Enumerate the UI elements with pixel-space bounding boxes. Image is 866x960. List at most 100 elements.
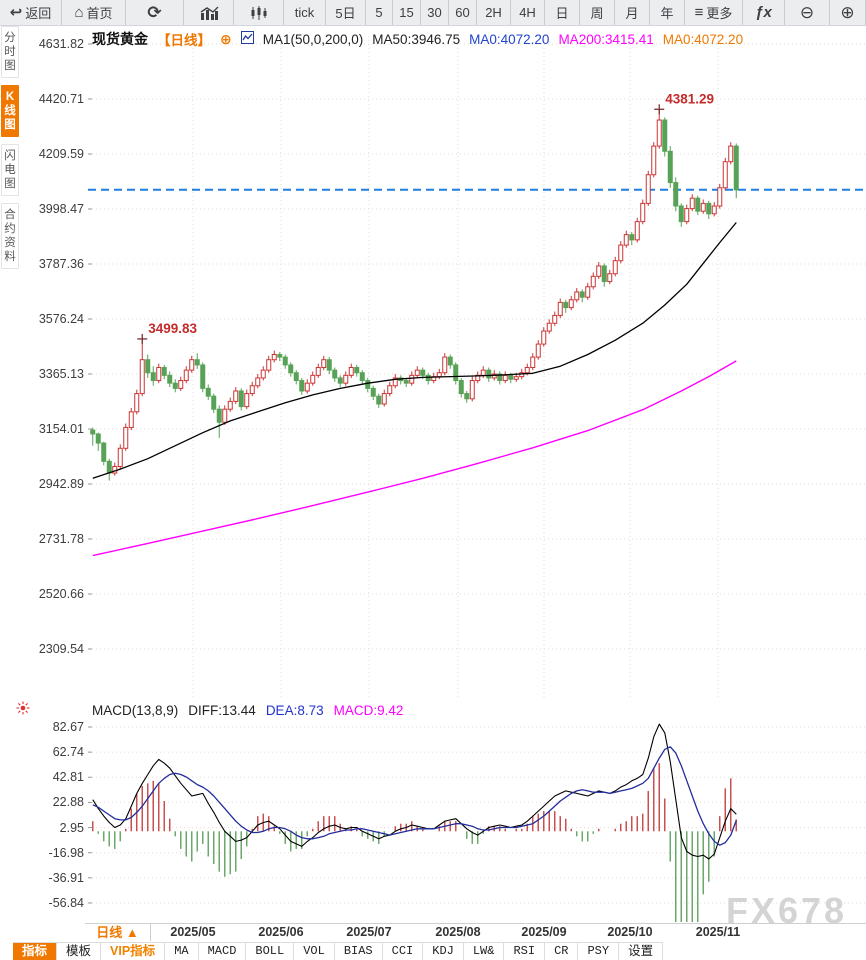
- tab-lwr[interactable]: LW&: [464, 943, 505, 960]
- tab-settings[interactable]: 设置: [619, 943, 664, 960]
- macd-axis-label: 62.74: [52, 745, 84, 760]
- price-axis-label: 3365.13: [38, 367, 84, 381]
- macd-macd-value: MACD:9.42: [333, 703, 404, 718]
- candlestick-chart[interactable]: 3499.83 4381.29: [88, 26, 866, 700]
- macd-axis-label: 2.95: [59, 820, 84, 835]
- sidebar-item-contract-info[interactable]: 合约资料: [1, 203, 19, 269]
- tab-vip-indicator[interactable]: VIP指标: [101, 943, 166, 960]
- period-selector[interactable]: 日线 ▲: [85, 923, 151, 941]
- toolbar-button-5day[interactable]: 5日: [326, 0, 366, 25]
- macd-axis-label: -16.98: [48, 845, 84, 860]
- toolbar-button-home[interactable]: ⌂ 首页: [62, 0, 126, 25]
- indicator-tab-bar: 指标 模板 VIP指标 MA MACD BOLL VOL BIAS CCI KDJ LW& RSI CR…: [13, 942, 664, 960]
- macd-axis-label: 42.81: [52, 770, 84, 785]
- macd-axis-label: -56.84: [48, 895, 84, 910]
- tab-vol[interactable]: VOL: [294, 943, 335, 960]
- toolbar-label-home: 首页: [86, 6, 113, 21]
- tab-cr[interactable]: CR: [545, 943, 579, 960]
- ma0-blue-value: MA0:4072.20: [469, 31, 550, 47]
- toolbar-button-year[interactable]: 年: [650, 0, 685, 25]
- tab-cci[interactable]: CCI: [383, 943, 424, 960]
- toolbar-button-more[interactable]: ≡ 更多: [685, 0, 743, 25]
- month-label: 2025/06: [258, 925, 304, 939]
- toolbar-label-week: 周: [590, 6, 604, 21]
- tab-indicator[interactable]: 指标: [13, 943, 58, 960]
- price-axis-label: 2942.89: [38, 477, 84, 491]
- macd-axis-label: -36.91: [48, 870, 84, 885]
- price-axis-label: 2520.66: [38, 587, 84, 601]
- toolbar-label-year: 年: [660, 6, 674, 21]
- sidebar-item-time-share-chart[interactable]: 分时图: [1, 26, 19, 78]
- toolbar-label-5day: 5日: [335, 6, 356, 21]
- toolbar-button-formula[interactable]: ƒx: [743, 0, 785, 25]
- toolbar-button-day[interactable]: 日: [545, 0, 580, 25]
- macd-header: MACD(13,8,9) DIFF:13.44 DEA:8.73 MACD:9.…: [92, 703, 403, 718]
- macd-dea-value: DEA:8.73: [265, 703, 324, 718]
- price-axis-label: 3154.01: [38, 422, 84, 436]
- add-indicator-icon[interactable]: ⊕: [220, 30, 232, 47]
- toolbar-label-more: 更多: [706, 6, 733, 21]
- macd-chart[interactable]: [88, 700, 866, 922]
- toolbar-label-tick: tick: [294, 5, 315, 20]
- month-label: 2025/08: [435, 925, 481, 939]
- toolbar-label-60min: 60: [455, 5, 470, 20]
- month-label: 2025/11: [695, 925, 741, 939]
- macd-params: MACD(13,8,9): [92, 703, 179, 718]
- chevron-up-icon: ▲: [125, 925, 139, 940]
- price-axis-label: 3998.47: [38, 202, 84, 216]
- tab-ma[interactable]: MA: [165, 943, 199, 960]
- toolbar-button-30min[interactable]: 30: [421, 0, 449, 25]
- toolbar-button-tick[interactable]: tick: [284, 0, 326, 25]
- tab-kdj[interactable]: KDJ: [423, 943, 464, 960]
- toolbar-label-5min: 5: [375, 5, 383, 20]
- toolbar-label-15min: 15: [399, 5, 414, 20]
- tab-boll[interactable]: BOLL: [246, 943, 295, 960]
- toolbar-label-day: 日: [555, 6, 569, 21]
- ma50-value: MA50:3946.75: [372, 31, 461, 47]
- price-axis-label: 4420.71: [38, 92, 84, 106]
- svg-text:3499.83: 3499.83: [148, 321, 197, 336]
- month-label: 2025/07: [346, 925, 392, 939]
- price-axis-label: 2731.78: [38, 532, 84, 546]
- price-axis-label: 2309.54: [38, 642, 84, 656]
- toolbar-button-month[interactable]: 月: [615, 0, 650, 25]
- mini-chart-icon: [240, 31, 254, 47]
- month-label: 2025/10: [607, 925, 653, 939]
- toolbar-button-15min[interactable]: 15: [393, 0, 421, 25]
- ma200-value: MA200:3415.41: [558, 31, 654, 47]
- tab-psy[interactable]: PSY: [578, 943, 620, 960]
- toolbar-button-candlestick[interactable]: [234, 0, 284, 25]
- toolbar-button-back[interactable]: ↩ 返回: [0, 0, 62, 25]
- toolbar-button-2h[interactable]: 2H: [477, 0, 511, 25]
- tab-rsi[interactable]: RSI: [504, 943, 546, 960]
- toolbar-button-4h[interactable]: 4H: [511, 0, 545, 25]
- toolbar-button-60min[interactable]: 60: [449, 0, 477, 25]
- toolbar-button-zoom-in[interactable]: ⊕: [830, 0, 866, 25]
- tab-bias[interactable]: BIAS: [335, 943, 383, 960]
- period-label: 【日线】: [157, 33, 211, 48]
- toolbar-button-zoom-out[interactable]: ⊖: [785, 0, 830, 25]
- toolbar-label-4h: 4H: [519, 5, 536, 20]
- toolbar-button-5min[interactable]: 5: [366, 0, 393, 25]
- chart-header: 现货黄金 【日线】 ⊕ MA1(50,0,200,0) MA50:3946.75 …: [92, 29, 743, 49]
- month-label: 2025/09: [521, 925, 567, 939]
- tab-macd[interactable]: MACD: [199, 943, 247, 960]
- toolbar-button-bar-chart[interactable]: [184, 0, 234, 25]
- svg-text:4381.29: 4381.29: [665, 91, 714, 106]
- toolbar-button-week[interactable]: 周: [580, 0, 615, 25]
- sidebar-item-lightning-chart[interactable]: 闪电图: [1, 144, 19, 196]
- toolbar-label-2h: 2H: [485, 5, 502, 20]
- macd-diff-value: DIFF:13.44: [188, 703, 256, 718]
- toolbar-button-refresh[interactable]: ⟳: [126, 0, 184, 25]
- macd-axis-label: 82.67: [52, 720, 84, 734]
- top-toolbar: ↩ 返回 ⌂ 首页 ⟳ tick 5日 5 15 30 60 2H 4H 日 周 月 年 ≡ 更多 ƒx ⊖ ⊕: [0, 0, 866, 26]
- symbol-name: 现货黄金: [92, 31, 148, 47]
- period-selector-label: 日线: [96, 925, 123, 940]
- toolbar-label-30min: 30: [427, 5, 442, 20]
- macd-settings-icon[interactable]: [16, 701, 30, 720]
- tab-template[interactable]: 模板: [57, 943, 102, 960]
- price-axis-label: 3576.24: [38, 312, 84, 326]
